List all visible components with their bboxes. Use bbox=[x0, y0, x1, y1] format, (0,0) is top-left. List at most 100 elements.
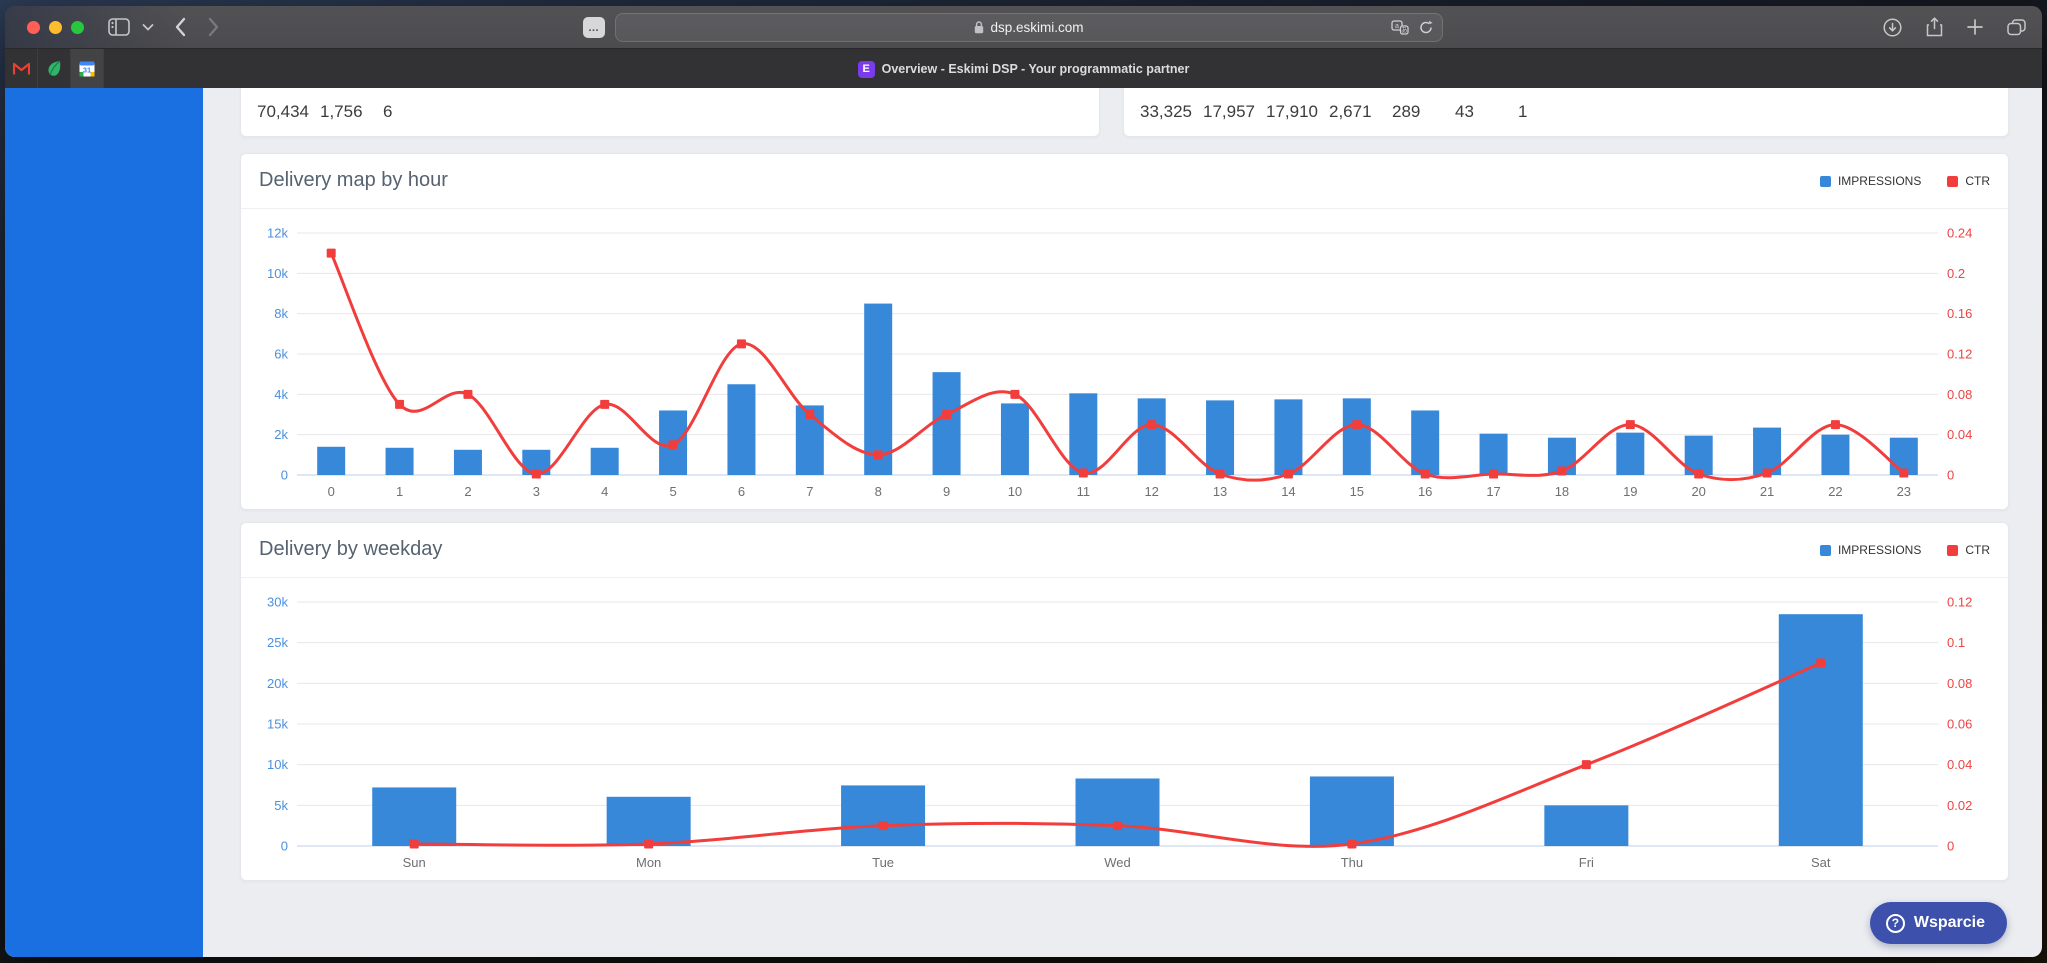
summary-card-right: 33,325 17,957 17,910 2,671 289 43 1 bbox=[1123, 88, 2009, 137]
url-text: dsp.eskimi.com bbox=[990, 20, 1084, 35]
ctr-marker[interactable] bbox=[1625, 420, 1635, 430]
impressions-bar[interactable] bbox=[1274, 399, 1303, 475]
legend-item-ctr[interactable]: CTR bbox=[1947, 174, 1990, 188]
ctr-marker[interactable] bbox=[942, 410, 952, 419]
right-axis-tick: 0.16 bbox=[1947, 306, 1972, 321]
impressions-bar[interactable] bbox=[1000, 403, 1029, 475]
impressions-bar[interactable] bbox=[1479, 433, 1508, 475]
ctr-marker[interactable] bbox=[1816, 658, 1826, 668]
ctr-marker[interactable] bbox=[463, 389, 473, 399]
impressions-bar[interactable] bbox=[453, 449, 482, 475]
support-button[interactable]: ? Wsparcie bbox=[1869, 902, 2007, 944]
ctr-marker[interactable] bbox=[1420, 469, 1430, 479]
tab-overview-icon[interactable] bbox=[2007, 18, 2026, 36]
right-axis-tick: 0.12 bbox=[1947, 595, 1972, 610]
forward-button[interactable] bbox=[208, 6, 220, 48]
ctr-marker[interactable] bbox=[1557, 466, 1567, 476]
ctr-marker[interactable] bbox=[1010, 389, 1020, 399]
ctr-marker[interactable] bbox=[409, 839, 419, 849]
impressions-bar[interactable] bbox=[1821, 434, 1850, 475]
share-icon[interactable] bbox=[1926, 17, 1943, 37]
impressions-bar[interactable] bbox=[385, 447, 414, 475]
ctr-marker[interactable] bbox=[1215, 469, 1225, 479]
pinned-tab-gmail[interactable] bbox=[5, 49, 38, 88]
chart-plot-area: 0 0 2k 0.04 4k 0.08 6k 0.12 8k 0.16 10k 0.2 12k 0.24 0… bbox=[241, 209, 2008, 505]
ctr-marker[interactable] bbox=[644, 839, 654, 849]
ctr-marker[interactable] bbox=[1489, 469, 1499, 479]
ctr-marker[interactable] bbox=[531, 469, 541, 479]
impressions-bar[interactable] bbox=[864, 303, 893, 475]
impressions-bar[interactable] bbox=[317, 446, 346, 475]
right-axis-tick: 0.2 bbox=[1947, 266, 1965, 281]
ctr-marker[interactable] bbox=[1899, 468, 1909, 478]
pinned-tab-eskimi[interactable] bbox=[38, 49, 71, 88]
impressions-bar[interactable] bbox=[1206, 400, 1235, 475]
x-axis-label: 20 bbox=[1691, 484, 1705, 499]
ctr-marker[interactable] bbox=[1830, 420, 1840, 430]
pinned-tab-calendar[interactable]: 31 bbox=[71, 49, 104, 88]
ctr-marker[interactable] bbox=[1113, 821, 1122, 831]
impressions-bar[interactable] bbox=[932, 372, 961, 475]
impressions-bar[interactable] bbox=[1544, 805, 1629, 846]
active-tab[interactable]: E Overview - Eskimi DSP - Your programma… bbox=[5, 49, 2042, 89]
ctr-marker[interactable] bbox=[600, 399, 610, 409]
close-window-button[interactable] bbox=[27, 21, 40, 34]
ctr-marker[interactable] bbox=[326, 248, 336, 258]
ctr-marker[interactable] bbox=[668, 440, 678, 450]
sidebar-toggle-icon[interactable] bbox=[108, 6, 130, 48]
ctr-marker[interactable] bbox=[1078, 468, 1088, 478]
reload-icon[interactable] bbox=[1419, 20, 1433, 35]
ctr-marker[interactable] bbox=[873, 450, 883, 460]
ctr-marker[interactable] bbox=[1147, 420, 1157, 430]
summary-value: 17,957 bbox=[1203, 102, 1255, 121]
ctr-marker[interactable] bbox=[1283, 469, 1293, 479]
ctr-marker[interactable] bbox=[1762, 468, 1772, 478]
ctr-marker[interactable] bbox=[395, 399, 405, 409]
new-tab-icon[interactable] bbox=[1967, 19, 1983, 35]
summary-value: 43 bbox=[1455, 102, 1474, 121]
legend-item-impressions[interactable]: IMPRESSIONS bbox=[1819, 543, 1921, 557]
tab-strip: 31 E Overview - Eskimi DSP - Your progra… bbox=[5, 48, 2042, 88]
x-axis-label: Sat bbox=[1811, 855, 1831, 870]
ctr-markers bbox=[326, 248, 1909, 479]
x-axis-label: 6 bbox=[738, 484, 745, 499]
impressions-bar[interactable] bbox=[1137, 398, 1166, 475]
navigation-sidebar[interactable] bbox=[5, 88, 203, 957]
ctr-marker[interactable] bbox=[1347, 839, 1357, 849]
legend-item-impressions[interactable]: IMPRESSIONS bbox=[1819, 174, 1921, 188]
ctr-marker[interactable] bbox=[736, 339, 746, 349]
zoom-window-button[interactable] bbox=[71, 21, 84, 34]
impressions-bar[interactable] bbox=[841, 785, 926, 846]
impressions-bar[interactable] bbox=[372, 787, 457, 846]
impressions-bar[interactable] bbox=[1411, 410, 1440, 475]
ctr-marker[interactable] bbox=[1581, 760, 1591, 770]
impressions-bar[interactable] bbox=[590, 447, 619, 475]
downloads-icon[interactable] bbox=[1883, 17, 1902, 37]
ctr-swatch bbox=[1947, 544, 1959, 556]
minimize-window-button[interactable] bbox=[49, 21, 62, 34]
impressions-bar[interactable] bbox=[1069, 393, 1098, 475]
impressions-bar[interactable] bbox=[1616, 432, 1645, 475]
x-axis-label: 2 bbox=[464, 484, 471, 499]
left-axis-tick: 6k bbox=[274, 347, 288, 362]
impressions-bar[interactable] bbox=[1309, 776, 1394, 846]
ctr-marker[interactable] bbox=[878, 821, 888, 831]
impressions-bar[interactable] bbox=[606, 796, 691, 846]
back-button[interactable] bbox=[174, 6, 186, 48]
ctr-marker[interactable] bbox=[1352, 420, 1362, 430]
impressions-bar[interactable] bbox=[727, 384, 756, 475]
legend-item-ctr[interactable]: CTR bbox=[1947, 543, 1990, 557]
ctr-marker[interactable] bbox=[805, 410, 815, 419]
ctr-marker[interactable] bbox=[1694, 469, 1704, 479]
impressions-bar[interactable] bbox=[1778, 614, 1863, 846]
impressions-bar[interactable] bbox=[1075, 778, 1160, 846]
chart-title: Delivery by weekday bbox=[259, 538, 443, 560]
chart-header: Delivery by weekday IMPRESSIONS CTR bbox=[241, 523, 2008, 578]
extensions-button[interactable]: … bbox=[583, 17, 605, 38]
chart-legend: IMPRESSIONS CTR bbox=[1819, 174, 1990, 188]
chevron-down-icon[interactable] bbox=[142, 6, 154, 48]
traffic-lights bbox=[27, 21, 84, 34]
impressions-bar[interactable] bbox=[1342, 398, 1371, 475]
